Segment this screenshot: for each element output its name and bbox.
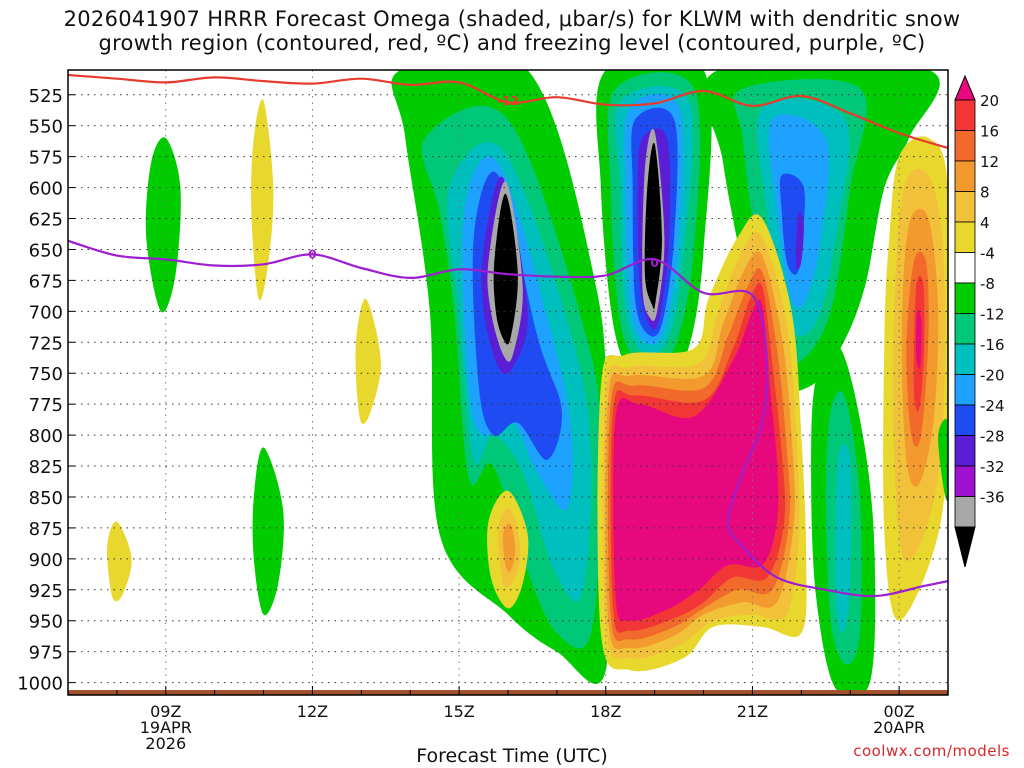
colorbar-bin-9	[954, 343, 976, 375]
omega-region-21	[795, 211, 804, 270]
colorbar-top-arrow	[954, 74, 976, 101]
colorbar-bin-3	[954, 160, 976, 192]
colorbar-label-10: -24	[980, 397, 1005, 415]
y-tick-label-1000: 1000	[17, 674, 63, 695]
y-tick-label-725: 725	[29, 333, 63, 354]
y-tick-label-700: 700	[29, 302, 63, 323]
colorbar-bin-4	[954, 191, 976, 223]
y-tick-label-900: 900	[29, 550, 63, 571]
contour-lines: -12 0 0	[68, 73, 948, 598]
colorbar-label-5: -4	[980, 245, 995, 263]
colorbar-label-9: -20	[980, 367, 1005, 385]
omega-region-15	[644, 142, 663, 310]
colorbar-label-4: 4	[980, 214, 990, 232]
x-axis-title: Forecast Time (UTC)	[416, 745, 608, 767]
y-tick-label-650: 650	[29, 240, 63, 261]
y-tick-label-575: 575	[29, 148, 63, 169]
omega-region-45	[938, 418, 948, 501]
colorbar-label-12: -32	[980, 458, 1005, 476]
colorbar-label-3: 8	[980, 184, 990, 202]
x-tick-label-9-2: 2026	[145, 734, 186, 753]
y-tick-label-800: 800	[29, 426, 63, 447]
y-tick-label-600: 600	[29, 179, 63, 200]
omega-region-42	[355, 298, 381, 424]
colorbar-bin-12	[954, 435, 976, 467]
colorbar-label-6: -8	[980, 275, 995, 293]
colorbar-bin-5	[954, 221, 976, 253]
x-tick-label-15-0: 15Z	[443, 702, 474, 721]
freezing-contour-label-1: 0	[650, 256, 658, 270]
x-tick-label-9-0: 09Z	[150, 702, 181, 721]
colorbar: 20 16 12 8 4 -4 -8 -12 -16 -20 -24 -28 -32 -36	[954, 74, 1005, 568]
chart-title-line1: 2026041907 HRRR Forecast Omega (shaded, …	[63, 7, 961, 31]
colorbar-label-1: 16	[980, 123, 999, 141]
omega-region-36	[916, 309, 922, 369]
colorbar-bottom-arrow	[954, 526, 976, 568]
dgz-contour-label: -12	[497, 94, 519, 108]
y-tick-label-750: 750	[29, 364, 63, 385]
omega-region-44	[106, 521, 132, 602]
omega-region-43	[252, 447, 284, 616]
y-tick-label-825: 825	[29, 457, 63, 478]
colorbar-label-8: -16	[980, 336, 1005, 354]
y-tick-label-550: 550	[29, 117, 63, 138]
colorbar-bin-8	[954, 313, 976, 345]
colorbar-bin-11	[954, 404, 976, 436]
omega-region-7	[493, 193, 518, 345]
omega-region-39	[502, 523, 516, 573]
colorbar-bin-6	[954, 252, 976, 284]
y-tick-label-775: 775	[29, 395, 63, 416]
colorbar-bin-1	[954, 99, 976, 131]
colorbar-bin-14	[954, 496, 976, 528]
colorbar-label-2: 12	[980, 153, 999, 171]
colorbar-bin-10	[954, 374, 976, 406]
y-tick-label-875: 875	[29, 519, 63, 540]
y-tick-label-950: 950	[29, 612, 63, 633]
x-tick-label-24-1: 20APR	[873, 718, 925, 737]
colorbar-bin-13	[954, 465, 976, 497]
y-tick-label-975: 975	[29, 643, 63, 664]
dgz-minus12-contour	[68, 73, 948, 150]
x-tick-label-24-0: 00Z	[883, 702, 914, 721]
colorbar-bin-2	[954, 130, 976, 162]
omega-region-41	[251, 99, 274, 301]
x-tick-label-18-0: 18Z	[590, 702, 621, 721]
y-tick-label-525: 525	[29, 86, 63, 107]
y-tick-label-850: 850	[29, 488, 63, 509]
x-tick-label-9-1: 19APR	[140, 718, 192, 737]
colorbar-label-7: -12	[980, 306, 1005, 324]
freezing-contour-label-0: 0	[308, 247, 316, 261]
gridlines	[68, 70, 948, 695]
y-axis: 525 550 575 600 625 650 675 700 725 750 775 800 825 8…	[17, 86, 75, 695]
colorbar-bin-7	[954, 282, 976, 314]
y-tick-label-925: 925	[29, 581, 63, 602]
chart-title-line2: growth region (contoured, red, ºC) and f…	[98, 31, 926, 55]
colorbar-label-13: -36	[980, 489, 1005, 507]
x-tick-label-12-0: 12Z	[297, 702, 328, 721]
omega-region-40	[145, 137, 181, 313]
omega-region-24	[835, 443, 852, 634]
colorbar-label-0: 20	[980, 92, 999, 110]
y-tick-label-625: 625	[29, 210, 63, 231]
x-tick-label-21-0: 21Z	[737, 702, 768, 721]
omega-shading	[106, 70, 948, 695]
site-credit[interactable]: coolwx.com/models	[853, 742, 1010, 760]
colorbar-label-11: -28	[980, 428, 1005, 446]
freezing-level-contour	[68, 239, 948, 598]
y-tick-label-675: 675	[29, 271, 63, 292]
